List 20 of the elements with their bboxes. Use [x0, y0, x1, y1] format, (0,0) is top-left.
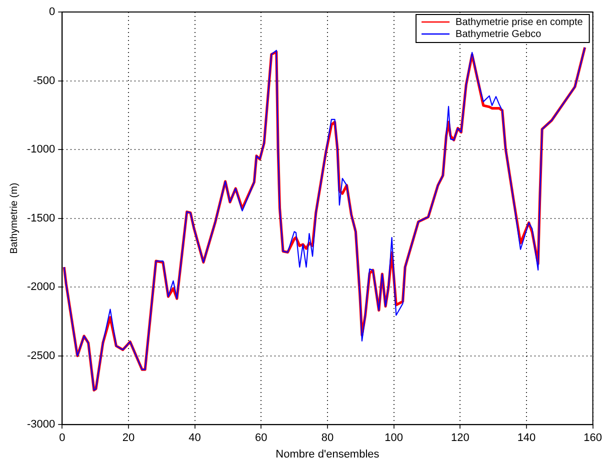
x-tick-label: 120 — [450, 432, 470, 444]
x-tick-label: 40 — [188, 432, 201, 444]
y-tick-label: -1500 — [26, 212, 56, 224]
y-tick-label: -3000 — [26, 418, 56, 431]
x-tick-label: 160 — [584, 432, 602, 444]
y-tick-label: -500 — [33, 74, 56, 87]
x-tick-label: 60 — [255, 432, 268, 444]
y-tick-label: -2000 — [26, 281, 56, 294]
legend-label: Bathymetrie Gebco — [456, 28, 542, 40]
y-tick-label: -2500 — [26, 350, 56, 362]
x-tick-label: 0 — [59, 432, 66, 444]
y-axis-title: Bathymetrie (m) — [8, 182, 20, 254]
x-tick-label: 80 — [321, 432, 334, 444]
legend-label: Bathymetrie prise en compte — [456, 16, 584, 28]
x-tick-label: 100 — [384, 432, 403, 444]
y-tick-label: 0 — [49, 6, 56, 18]
x-axis-title: Nombre d'ensembles — [276, 448, 380, 460]
x-tick-label: 140 — [517, 432, 536, 444]
x-tick-label: 20 — [122, 432, 135, 444]
y-tick-label: -1000 — [26, 144, 56, 156]
